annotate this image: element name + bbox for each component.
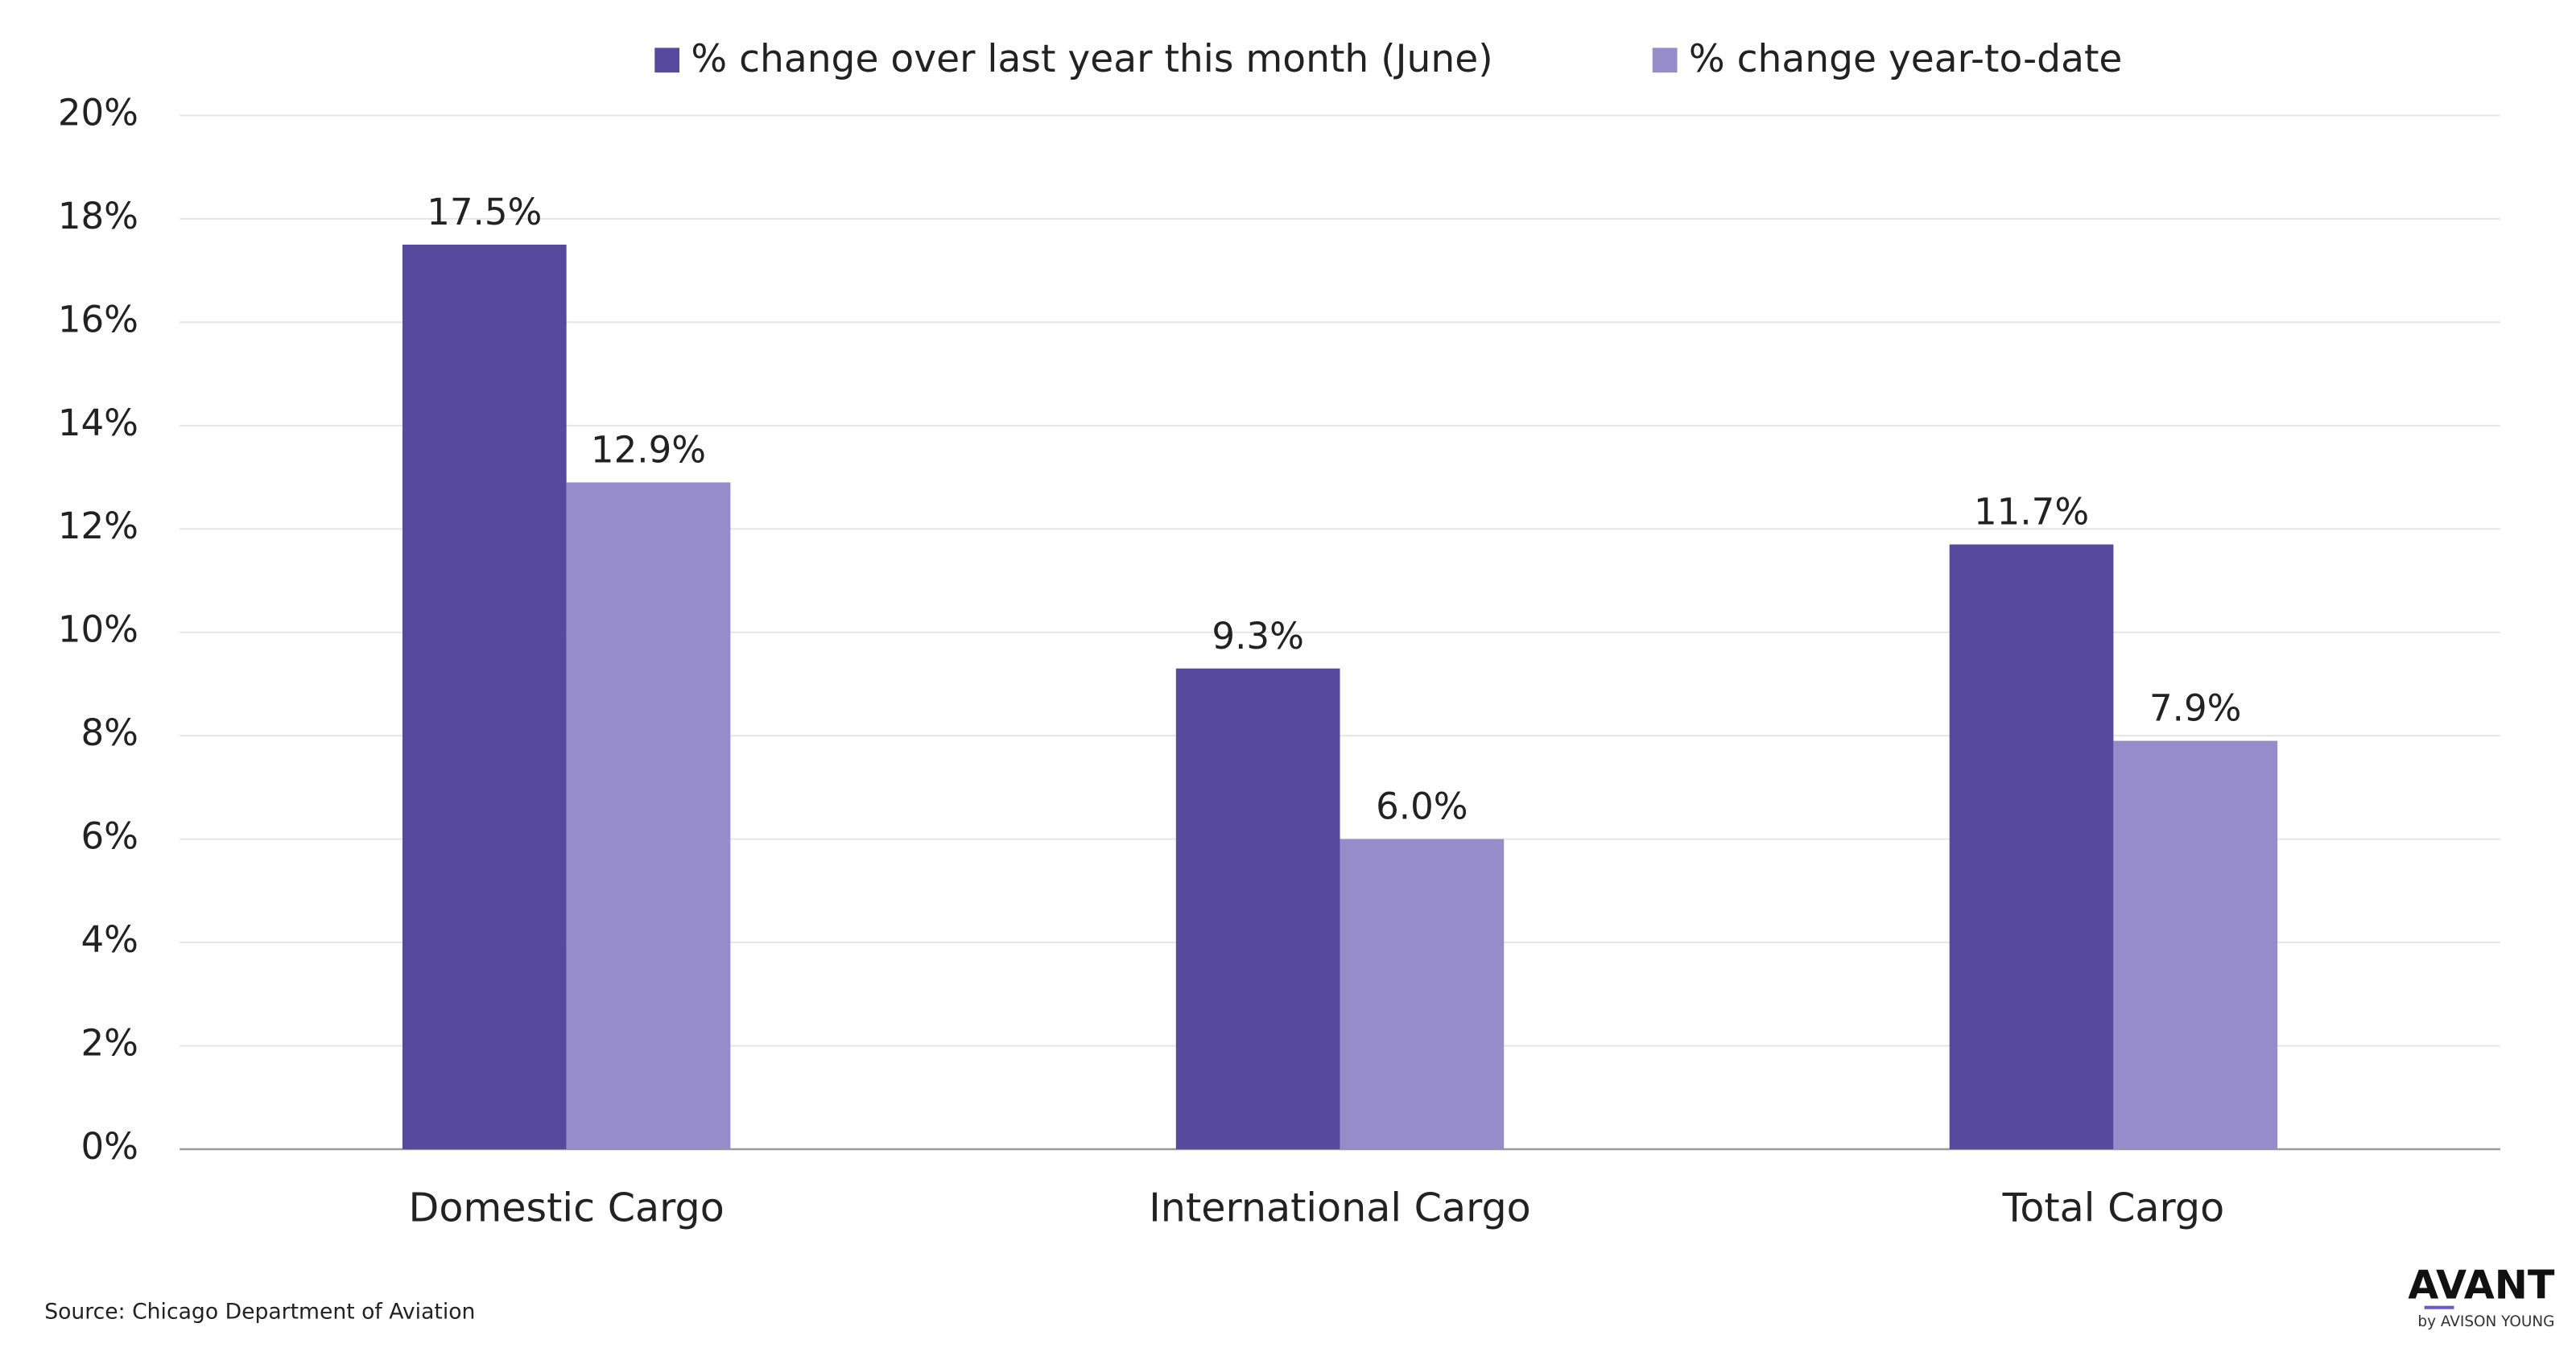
legend-swatch: [654, 47, 679, 73]
data-label: 17.5%: [427, 191, 542, 233]
bar: [2113, 740, 2278, 1149]
source-note: Source: Chicago Department of Aviation: [44, 1299, 475, 1324]
legend-label: % change year-to-date: [1689, 37, 2123, 81]
x-tick-label: Domestic Cargo: [408, 1184, 724, 1230]
y-tick-label: 2%: [81, 1022, 138, 1065]
data-label: 11.7%: [1974, 491, 2089, 534]
legend-swatch: [1652, 47, 1678, 73]
bar: [402, 244, 567, 1149]
logo-subtitle: by AVISON YOUNG: [2417, 1313, 2554, 1330]
bar: [1949, 544, 2114, 1149]
y-tick-label: 20%: [58, 91, 138, 134]
data-label: 12.9%: [591, 429, 706, 472]
y-tick-label: 8%: [81, 711, 138, 754]
data-label: 6.0%: [1376, 785, 1468, 828]
data-label: 7.9%: [2149, 687, 2241, 730]
logo: AVANT: [2408, 1262, 2555, 1309]
bar: [566, 482, 731, 1149]
bar: [1340, 839, 1505, 1149]
y-tick-label: 6%: [81, 815, 138, 858]
x-tick-label: Total Cargo: [2002, 1184, 2225, 1230]
legend-label: % change over last year this month (June…: [691, 37, 1492, 81]
data-label: 9.3%: [1212, 615, 1303, 657]
y-tick-label: 0%: [81, 1125, 138, 1168]
bar: [1175, 668, 1340, 1149]
logo-accent: [2424, 1305, 2454, 1309]
y-tick-label: 4%: [81, 918, 138, 961]
y-tick-label: 14%: [58, 402, 138, 444]
y-tick-label: 12%: [58, 505, 138, 547]
x-tick-label: International Cargo: [1149, 1184, 1530, 1230]
y-tick-label: 18%: [58, 195, 138, 237]
y-tick-label: 16%: [58, 298, 138, 340]
y-tick-label: 10%: [58, 608, 138, 651]
